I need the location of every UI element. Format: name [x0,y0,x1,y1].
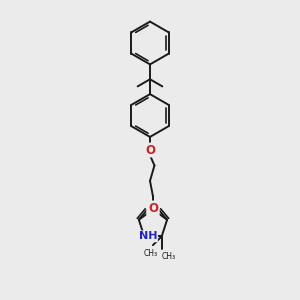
Text: N: N [148,202,158,214]
Text: NH: NH [139,231,157,241]
Text: O: O [145,143,155,157]
Text: CH₃: CH₃ [143,249,158,258]
Text: CH₃: CH₃ [162,252,176,261]
Text: O: O [149,202,159,215]
Text: O: O [147,202,157,215]
